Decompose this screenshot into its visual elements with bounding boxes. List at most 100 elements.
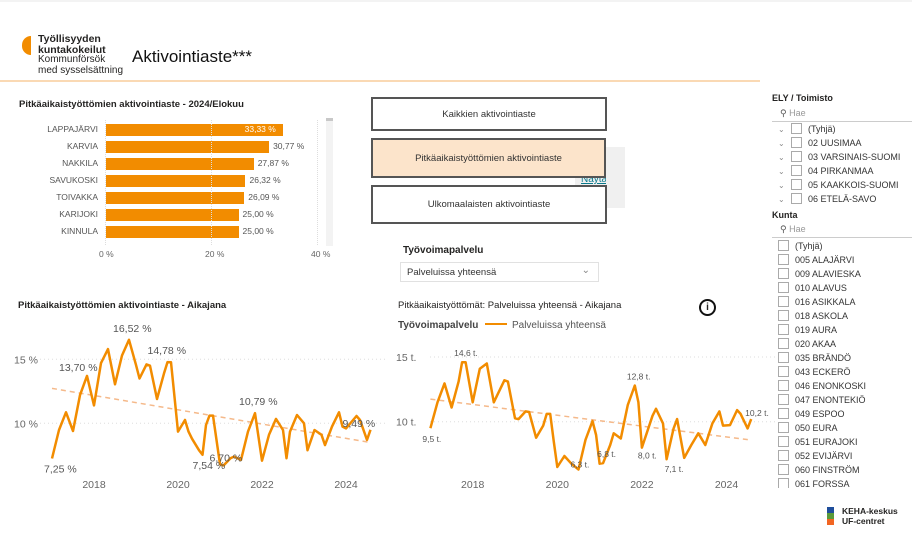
data-point[interactable] xyxy=(736,409,738,411)
data-point[interactable] xyxy=(156,398,158,400)
bar[interactable] xyxy=(106,226,239,238)
data-point[interactable] xyxy=(170,361,172,363)
kunta-item[interactable]: 052 EVIJÄRVI xyxy=(778,449,866,463)
data-point[interactable] xyxy=(673,427,675,429)
data-point[interactable] xyxy=(493,401,495,403)
data-point[interactable] xyxy=(128,339,130,341)
kunta-item[interactable]: 043 ECKERÖ xyxy=(778,365,866,379)
data-point[interactable] xyxy=(444,382,446,384)
bar-chart-scrollbar[interactable] xyxy=(326,118,333,246)
kunta-item[interactable]: (Tyhjä) xyxy=(778,239,866,253)
chevron-down-icon[interactable]: ⌄ xyxy=(778,125,785,134)
ely-item[interactable]: ⌄ 02 UUSIMAA xyxy=(778,136,900,150)
data-point[interactable] xyxy=(697,432,699,434)
data-point[interactable] xyxy=(662,422,664,424)
data-point[interactable] xyxy=(553,441,555,443)
data-point[interactable] xyxy=(704,444,706,446)
data-point[interactable] xyxy=(651,415,653,417)
data-point[interactable] xyxy=(139,378,141,380)
data-point[interactable] xyxy=(472,401,474,403)
ely-item[interactable]: ⌄ 03 VARSINAIS-SUOMI xyxy=(778,150,900,164)
bar[interactable] xyxy=(106,209,239,221)
data-point[interactable] xyxy=(331,426,333,428)
data-point[interactable] xyxy=(212,415,214,417)
kunta-item[interactable]: 016 ASIKKALA xyxy=(778,295,866,309)
data-point[interactable] xyxy=(479,368,481,370)
data-point[interactable] xyxy=(451,406,453,408)
data-point[interactable] xyxy=(750,418,752,420)
service-dropdown[interactable]: Palveluissa yhteensä ⌄ xyxy=(400,262,599,282)
legend-item[interactable]: Palveluissa yhteensä xyxy=(511,320,606,331)
data-point[interactable] xyxy=(205,424,207,426)
data-point[interactable] xyxy=(324,444,326,446)
data-point[interactable] xyxy=(718,410,720,412)
checkbox[interactable] xyxy=(778,296,789,307)
data-point[interactable] xyxy=(563,455,565,457)
data-point[interactable] xyxy=(549,413,551,415)
kunta-item[interactable]: 050 EURA xyxy=(778,421,866,435)
data-point[interactable] xyxy=(93,404,95,406)
series-line[interactable] xyxy=(429,360,753,471)
kunta-item[interactable]: 018 ASKOLA xyxy=(778,309,866,323)
data-point[interactable] xyxy=(627,404,629,406)
data-point[interactable] xyxy=(655,408,657,410)
data-point[interactable] xyxy=(79,394,81,396)
data-point[interactable] xyxy=(198,449,200,451)
data-point[interactable] xyxy=(149,365,151,367)
data-point[interactable] xyxy=(599,463,601,465)
ely-item[interactable]: ⌄ 05 KAAKKOIS-SUOMI xyxy=(778,178,900,192)
chevron-down-icon[interactable]: ⌄ xyxy=(778,195,785,204)
checkbox[interactable] xyxy=(778,380,789,391)
checkbox[interactable] xyxy=(778,240,789,251)
bar[interactable] xyxy=(106,192,245,204)
kunta-item[interactable]: 061 FORSSA xyxy=(778,477,866,488)
data-point[interactable] xyxy=(546,413,548,415)
data-point[interactable] xyxy=(602,462,604,464)
data-point[interactable] xyxy=(465,361,467,363)
kunta-item[interactable]: 051 EURAJOKI xyxy=(778,435,866,449)
checkbox[interactable] xyxy=(791,179,802,190)
checkbox[interactable] xyxy=(778,324,789,335)
data-point[interactable] xyxy=(72,430,74,432)
bar-chart-scrollbar-thumb[interactable] xyxy=(326,118,333,121)
checkbox[interactable] xyxy=(791,193,802,204)
chevron-down-icon[interactable]: ⌄ xyxy=(778,153,785,162)
checkbox[interactable] xyxy=(791,137,802,148)
kunta-item[interactable]: 010 ALAVUS xyxy=(778,281,866,295)
data-point[interactable] xyxy=(51,458,53,460)
bar[interactable] xyxy=(106,124,283,136)
show-link[interactable]: Näytä xyxy=(581,174,606,185)
checkbox[interactable] xyxy=(778,282,789,293)
kunta-item[interactable]: 047 ENONTEKIÖ xyxy=(778,393,866,407)
data-point[interactable] xyxy=(307,449,309,451)
data-point[interactable] xyxy=(711,422,713,424)
checkbox[interactable] xyxy=(778,450,789,461)
data-point[interactable] xyxy=(296,414,298,416)
data-point[interactable] xyxy=(542,425,544,427)
data-point[interactable] xyxy=(202,454,204,456)
kunta-item[interactable]: 049 ESPOO xyxy=(778,407,866,421)
kunta-item[interactable]: 005 ALAJÄRVI xyxy=(778,253,866,267)
data-point[interactable] xyxy=(86,375,88,377)
data-point[interactable] xyxy=(609,444,611,446)
data-point[interactable] xyxy=(286,457,288,459)
kunta-item[interactable]: 046 ENONKOSKI xyxy=(778,379,866,393)
data-point[interactable] xyxy=(429,427,431,429)
bar[interactable] xyxy=(106,175,246,187)
foreign-activation-button[interactable]: Ulkomaalaisten aktivointiaste xyxy=(371,185,607,224)
data-point[interactable] xyxy=(747,427,749,429)
checkbox[interactable] xyxy=(791,151,802,162)
checkbox[interactable] xyxy=(791,123,802,134)
data-point[interactable] xyxy=(107,348,109,350)
data-point[interactable] xyxy=(65,411,67,413)
checkbox[interactable] xyxy=(778,366,789,377)
data-point[interactable] xyxy=(321,434,323,436)
checkbox[interactable] xyxy=(778,436,789,447)
kunta-item[interactable]: 035 BRÄNDÖ xyxy=(778,351,866,365)
data-point[interactable] xyxy=(740,413,742,415)
data-point[interactable] xyxy=(247,431,249,433)
data-point[interactable] xyxy=(356,415,358,417)
checkbox[interactable] xyxy=(778,464,789,475)
chevron-down-icon[interactable]: ⌄ xyxy=(778,139,785,148)
checkbox[interactable] xyxy=(778,310,789,321)
